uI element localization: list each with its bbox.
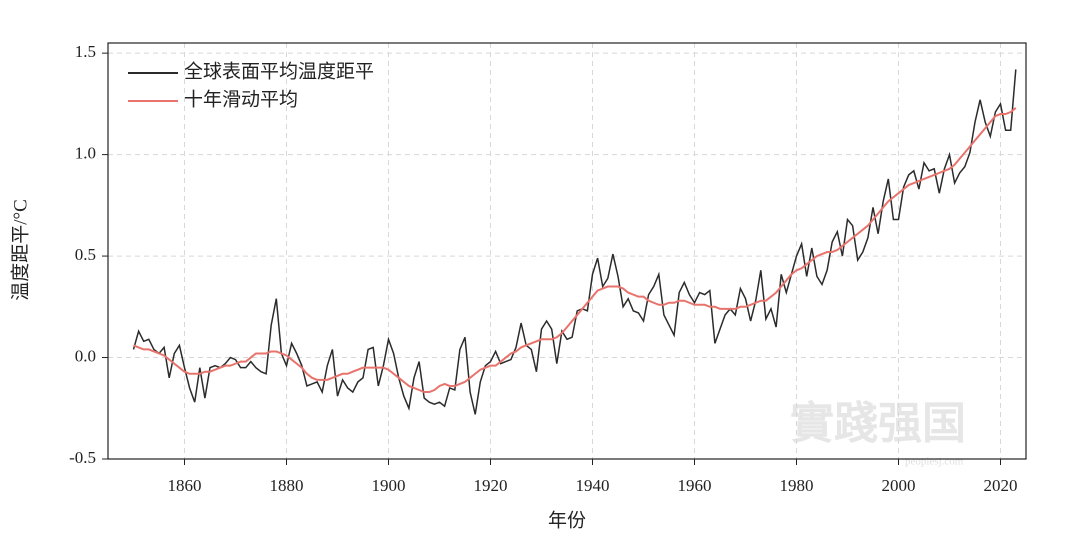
watermark-url: peoplesj.com [905, 456, 964, 468]
x-tick-label: 1920 [474, 476, 508, 495]
plot-frame [107, 42, 1027, 460]
x-tick-label: 2000 [882, 476, 916, 495]
x-tick-label: 1860 [168, 476, 202, 495]
watermark: 實踐强国 [790, 399, 966, 448]
y-axis-label: 温度距平/°C [9, 199, 31, 301]
x-tick-label: 1900 [372, 476, 406, 495]
y-tick-label: 0.5 [75, 245, 96, 264]
data-line [132, 69, 1017, 415]
y-tick-label: 1.0 [75, 144, 96, 163]
x-tick-label: 1960 [678, 476, 712, 495]
x-tick-label: 1940 [576, 476, 610, 495]
x-axis-label: 年份 [548, 509, 586, 531]
y-tick-label: -0.5 [69, 448, 96, 467]
y-tick-label: 0.0 [75, 346, 96, 365]
x-tick-label: 2020 [984, 476, 1018, 495]
x-tick-label: 1880 [270, 476, 304, 495]
y-tick-label: 1.5 [75, 42, 96, 61]
data-line [133, 107, 1017, 394]
legend-label: 十年滑动平均 [184, 88, 298, 110]
x-tick-label: 1980 [780, 476, 814, 495]
legend-label: 全球表面平均温度距平 [184, 60, 374, 82]
